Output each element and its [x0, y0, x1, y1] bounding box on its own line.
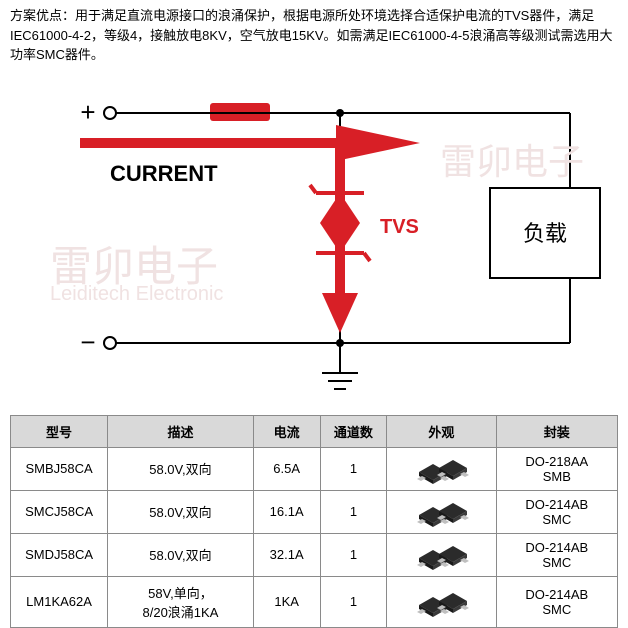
cell-current: 6.5A — [253, 447, 320, 490]
cell-current: 16.1A — [253, 490, 320, 533]
cell-package: DO-214ABSMC — [496, 576, 617, 627]
tvs-label: TVS — [380, 216, 419, 238]
parts-table: 型号 描述 电流 通道数 外观 封装 SMBJ58CA58.0V,双向6.5A1… — [10, 415, 618, 628]
cell-desc: 58.0V,双向 — [108, 533, 254, 576]
circuit-svg: 负载 + − — [10, 73, 618, 403]
plus-label: + — [80, 97, 95, 127]
cell-appearance — [387, 533, 496, 576]
load-label: 负载 — [523, 221, 567, 246]
cell-model: LM1KA62A — [11, 576, 108, 627]
cell-model: SMDJ58CA — [11, 533, 108, 576]
cell-desc: 58V,单向，8/20浪涌1KA — [108, 576, 254, 627]
table-row: SMCJ58CA58.0V,双向16.1A1 DO-214ABSMC — [11, 490, 618, 533]
cell-appearance — [387, 490, 496, 533]
cell-desc: 58.0V,双向 — [108, 490, 254, 533]
cell-package: DO-214ABSMC — [496, 490, 617, 533]
table-row: LM1KA62A58V,单向，8/20浪涌1KA1KA1 DO-214ABSMC — [11, 576, 618, 627]
current-label: CURRENT — [110, 161, 218, 186]
cell-channels: 1 — [320, 533, 387, 576]
th-current: 电流 — [253, 415, 320, 447]
th-desc: 描述 — [108, 415, 254, 447]
th-channels: 通道数 — [320, 415, 387, 447]
th-package: 封装 — [496, 415, 617, 447]
table-header-row: 型号 描述 电流 通道数 外观 封装 — [11, 415, 618, 447]
cell-package: DO-214ABSMC — [496, 533, 617, 576]
cell-model: SMCJ58CA — [11, 490, 108, 533]
cell-channels: 1 — [320, 490, 387, 533]
circuit-diagram: 雷卯电子 Leiditech Electronic 雷卯电子 负载 + − — [10, 73, 618, 403]
cell-current: 32.1A — [253, 533, 320, 576]
cell-channels: 1 — [320, 447, 387, 490]
th-model: 型号 — [11, 415, 108, 447]
cell-appearance — [387, 576, 496, 627]
cell-desc: 58.0V,双向 — [108, 447, 254, 490]
cell-current: 1KA — [253, 576, 320, 627]
cell-package: DO-218AASMB — [496, 447, 617, 490]
tvs-symbol — [310, 185, 370, 261]
table-row: SMDJ58CA58.0V,双向32.1A1 DO-214ABSMC — [11, 533, 618, 576]
cell-model: SMBJ58CA — [11, 447, 108, 490]
table-row: SMBJ58CA58.0V,双向6.5A1 DO-218AASMB — [11, 447, 618, 490]
intro-text: 方案优点：用于满足直流电源接口的浪涌保护，根据电源所处环境选择合适保护电流的TV… — [10, 6, 618, 65]
cell-appearance — [387, 447, 496, 490]
th-appearance: 外观 — [387, 415, 496, 447]
minus-label: − — [80, 327, 95, 357]
cell-channels: 1 — [320, 576, 387, 627]
